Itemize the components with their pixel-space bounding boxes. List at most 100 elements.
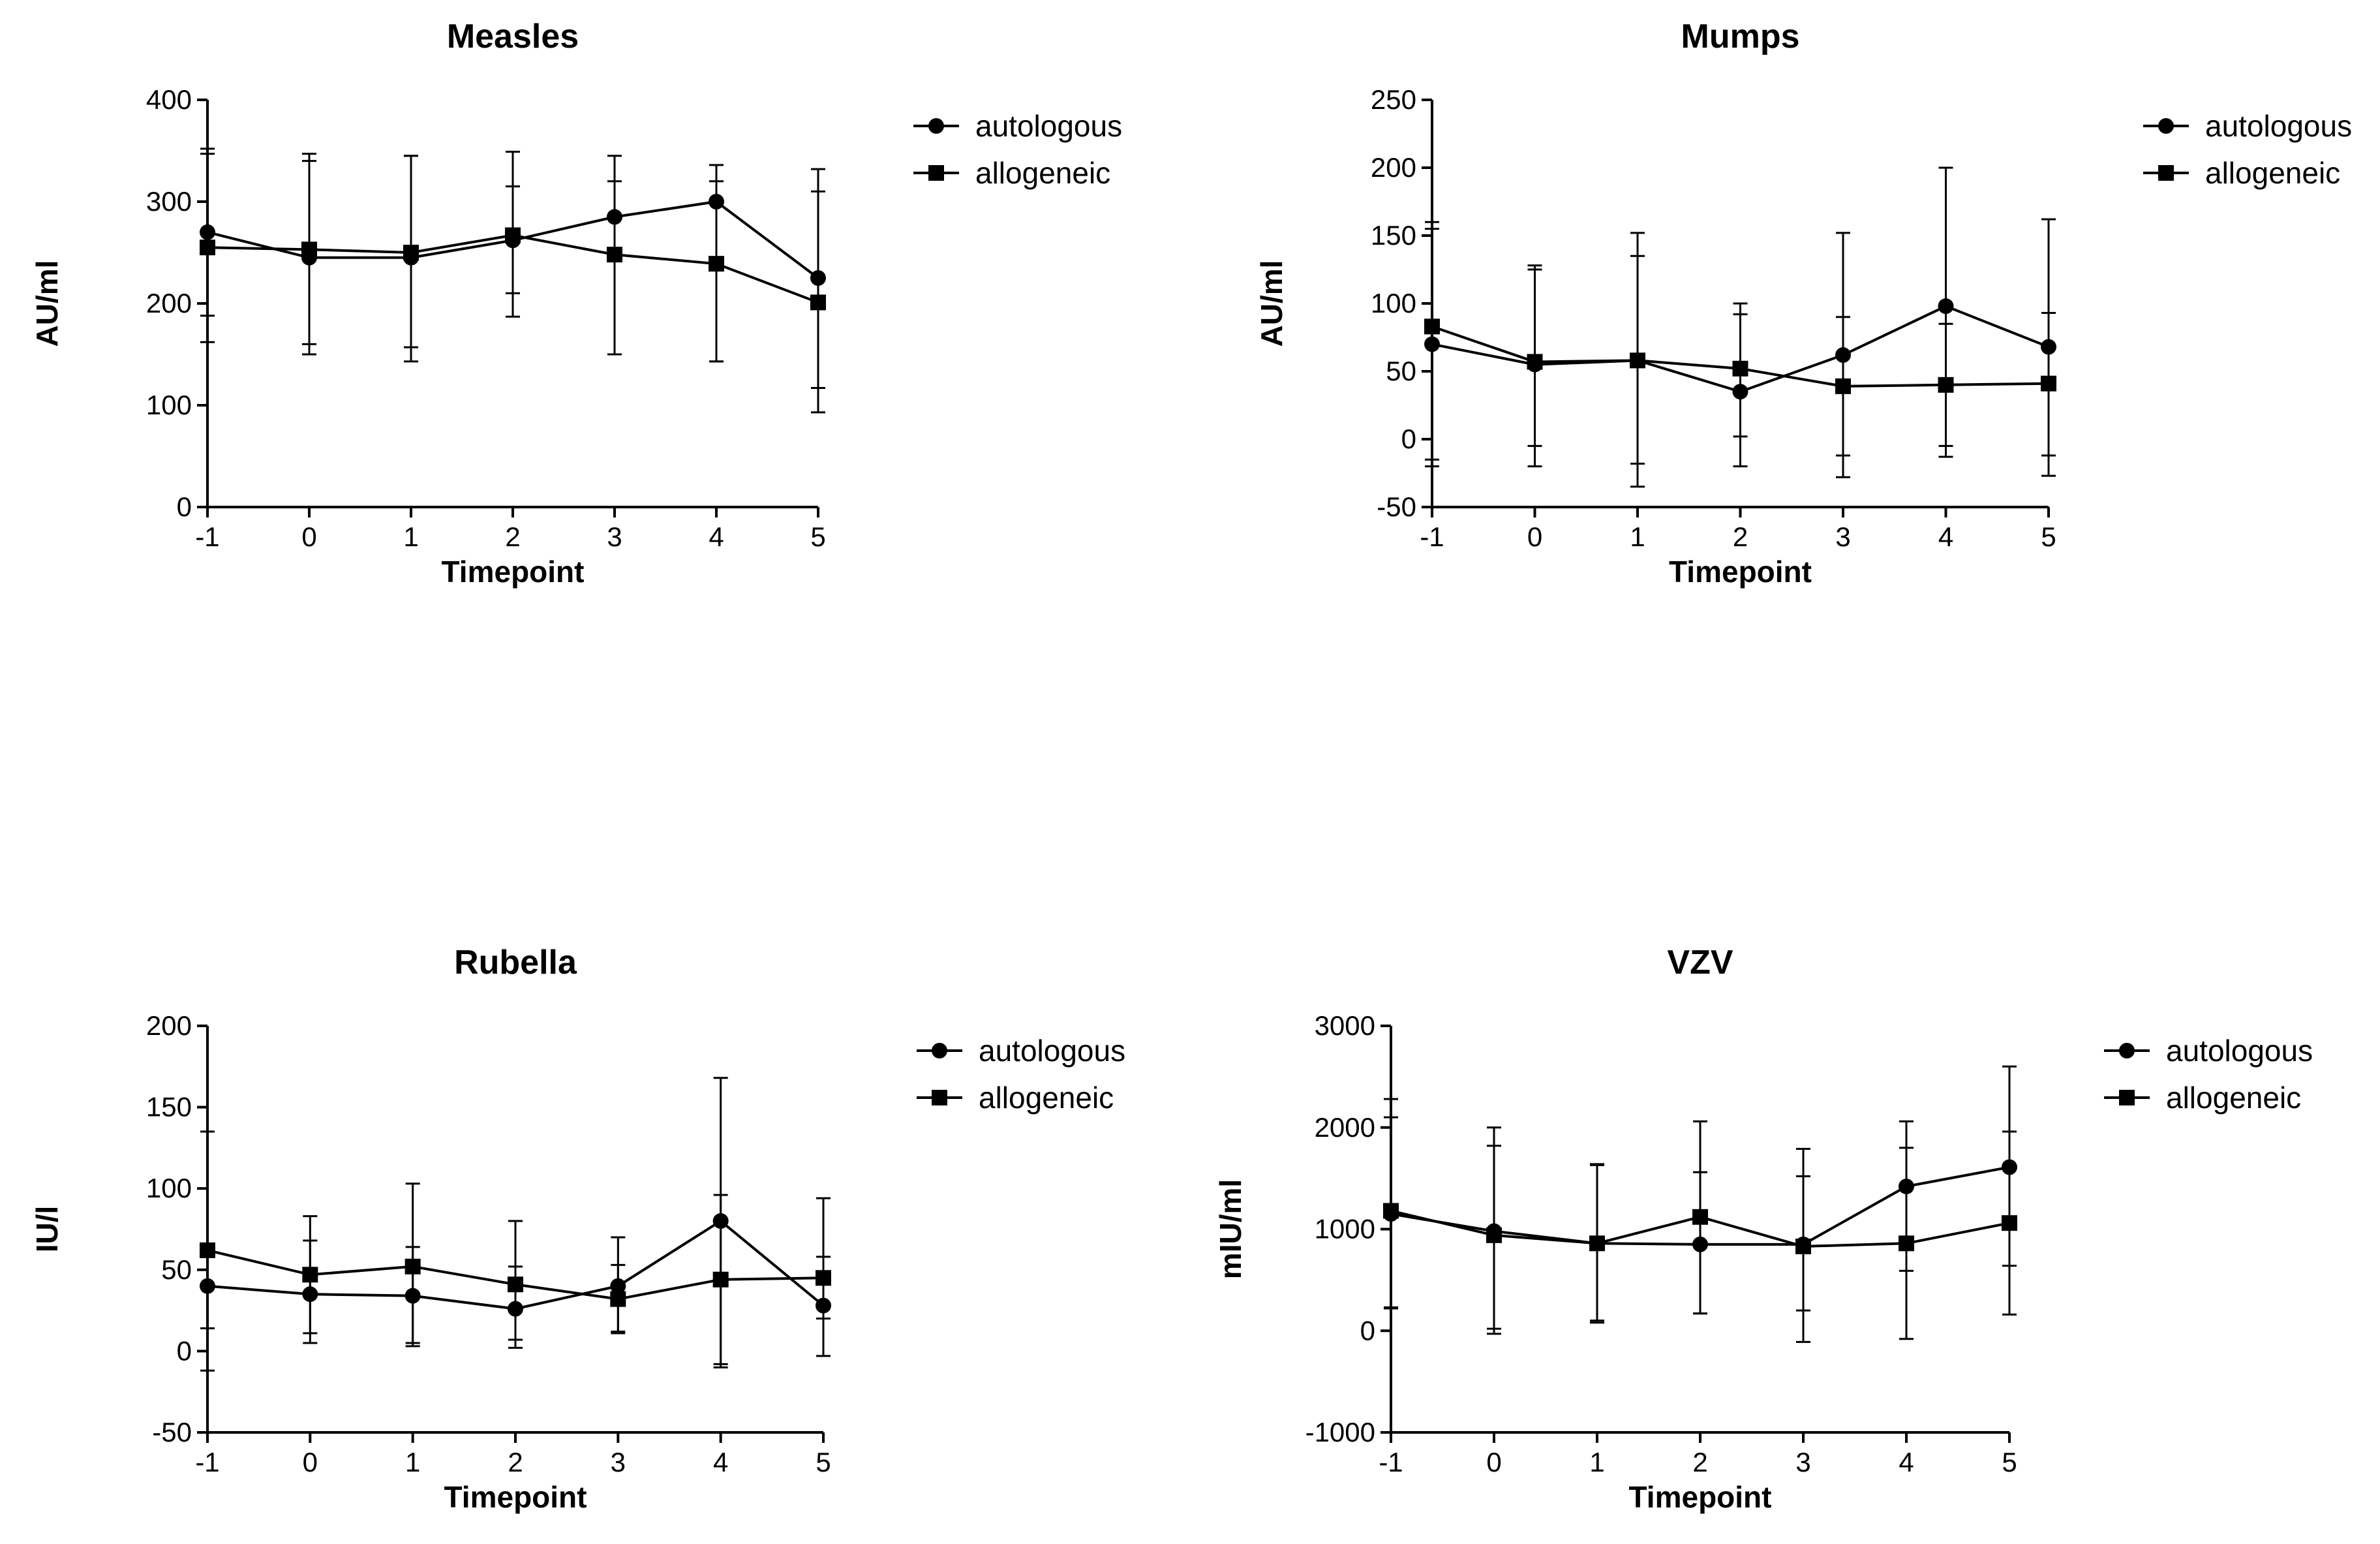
y-tick-label: 1000: [1315, 1214, 1375, 1244]
x-tick-label: 5: [816, 1447, 831, 1477]
legend-marker-autologous: [2158, 118, 2174, 134]
legend: autologous allogeneic: [2104, 1034, 2313, 1115]
data-point-allogeneic: [1938, 377, 1954, 393]
data-point-allogeneic: [508, 1276, 523, 1293]
series-allogeneic: [1424, 228, 2056, 468]
x-tick-label: 1: [1630, 521, 1645, 552]
x-tick-label: 3: [1835, 521, 1850, 552]
x-tick-label: 0: [303, 1447, 318, 1477]
x-tick-label: 3: [607, 521, 622, 552]
x-tick-label: 5: [810, 521, 825, 552]
y-tick-label: 150: [1371, 220, 1416, 251]
data-point-allogeneic: [1424, 318, 1440, 335]
chart-panel-rubella: Rubella -50 0 50 100 150 200 -1 0 1 2 3 4 5 Timepoint I…: [30, 944, 1125, 1514]
y-tick-label: 200: [1371, 152, 1416, 183]
y-tick-label: 0: [1360, 1315, 1375, 1346]
data-point-autologous: [1938, 298, 1954, 315]
y-tick-label: 0: [177, 1335, 192, 1366]
data-point-allogeneic: [712, 1271, 729, 1288]
x-tick-label: 1: [405, 1447, 420, 1477]
x-tick-label: 4: [713, 1447, 728, 1477]
legend-marker-allogeneic: [2119, 1090, 2135, 1105]
data-point-allogeneic: [403, 245, 419, 260]
series-allogeneic: [1383, 1116, 2017, 1343]
data-point-allogeneic: [1630, 352, 1645, 369]
y-axis-label: IU/l: [30, 1206, 64, 1253]
data-point-allogeneic: [1899, 1235, 1914, 1252]
data-point-allogeneic: [2002, 1215, 2017, 1231]
x-tick-label: 5: [2002, 1447, 2017, 1477]
legend: autologous allogeneic: [917, 1034, 1125, 1115]
legend: autologous allogeneic: [2143, 109, 2352, 190]
x-tick-label: 1: [1589, 1447, 1604, 1477]
y-axis-label: AU/ml: [30, 260, 64, 347]
x-tick-label: 2: [1692, 1447, 1707, 1477]
y-tick-label: -50: [1377, 491, 1416, 522]
chart-title: Measles: [447, 18, 579, 55]
legend-label-allogeneic: allogeneic: [2166, 1081, 2301, 1115]
chart-panel-vzv: VZV -1000 0 1000 2000 3000 -1 0 1 2 3 4 5 Timepoint mI…: [1213, 944, 2313, 1514]
x-tick-label: 3: [611, 1447, 626, 1477]
x-tick-label: 2: [1733, 521, 1748, 552]
x-tick-label: -1: [1420, 521, 1444, 552]
legend-label-autologous: autologous: [979, 1034, 1125, 1068]
y-tick-label: 150: [146, 1092, 192, 1122]
data-point-allogeneic: [1383, 1203, 1399, 1219]
x-tick-label: 0: [301, 521, 316, 552]
y-tick-label: 200: [146, 1010, 192, 1041]
legend-marker-allogeneic: [2158, 165, 2174, 181]
y-tick-label: 3000: [1315, 1010, 1375, 1041]
x-tick-label: 4: [1938, 521, 1953, 552]
y-tick-label: 100: [146, 1173, 192, 1203]
data-point-allogeneic: [709, 256, 724, 272]
chart-panel-mumps: Mumps -50 0 50 100 150 200 250 -1 0 1 2 3 4 5 Timepoint…: [1255, 18, 2352, 589]
data-point-allogeneic: [816, 1270, 831, 1286]
y-tick-label: 300: [146, 186, 192, 217]
x-axis-label: Timepoint: [1629, 1480, 1772, 1514]
x-tick-label: -1: [1379, 1447, 1403, 1477]
data-point-allogeneic: [1795, 1238, 1811, 1254]
y-tick-label: 50: [161, 1254, 192, 1285]
legend-marker-allogeneic: [928, 165, 944, 181]
y-tick-label: 400: [146, 84, 192, 115]
legend-label-autologous: autologous: [975, 109, 1122, 143]
series-allogeneic: [200, 151, 826, 414]
x-tick-label: 5: [2041, 521, 2056, 552]
y-tick-label: 200: [146, 288, 192, 318]
x-tick-label: 1: [403, 521, 418, 552]
x-tick-label: 2: [505, 521, 520, 552]
data-point-allogeneic: [1486, 1227, 1502, 1243]
data-point-allogeneic: [1527, 354, 1543, 370]
y-tick-label: 0: [1401, 424, 1416, 454]
y-tick-label: 2000: [1315, 1112, 1375, 1143]
legend-marker-autologous: [928, 118, 944, 134]
data-point-allogeneic: [1589, 1235, 1605, 1252]
data-point-allogeneic: [200, 239, 215, 256]
x-axis-label: Timepoint: [1669, 555, 1812, 589]
y-tick-label: -50: [152, 1417, 192, 1447]
legend-label-autologous: autologous: [2166, 1034, 2313, 1068]
data-point-allogeneic: [1835, 378, 1851, 394]
y-axis-label: mIU/ml: [1213, 1179, 1247, 1279]
x-axis-label: Timepoint: [444, 1480, 587, 1514]
x-tick-label: -1: [195, 1447, 219, 1477]
legend-marker-allogeneic: [932, 1090, 947, 1105]
chart-title: Rubella: [454, 944, 577, 981]
x-tick-label: 0: [1527, 521, 1542, 552]
y-tick-label: 100: [146, 390, 192, 420]
x-tick-label: 4: [709, 521, 724, 552]
y-tick-label: 0: [177, 491, 192, 522]
y-tick-label: 100: [1371, 288, 1416, 318]
data-point-allogeneic: [302, 1267, 318, 1283]
data-point-allogeneic: [301, 241, 317, 258]
legend-label-allogeneic: allogeneic: [2205, 156, 2340, 190]
chart-title: VZV: [1667, 944, 1733, 981]
legend-label-autologous: autologous: [2205, 109, 2352, 143]
data-point-allogeneic: [610, 1291, 626, 1307]
legend: autologous allogeneic: [913, 109, 1122, 190]
x-tick-label: 2: [508, 1447, 523, 1477]
data-point-allogeneic: [505, 227, 521, 243]
data-point-allogeneic: [1692, 1209, 1708, 1225]
legend-marker-autologous: [932, 1043, 947, 1058]
